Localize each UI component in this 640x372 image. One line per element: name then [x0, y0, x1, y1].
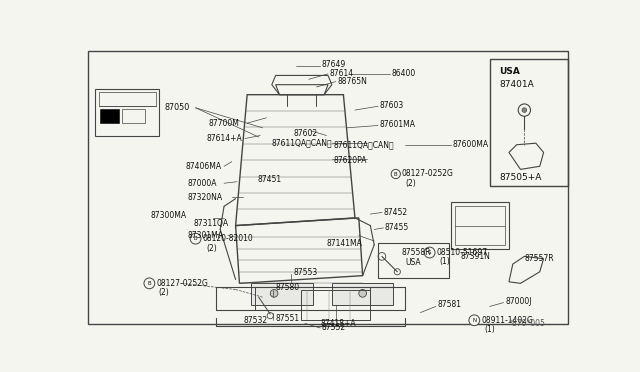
- Text: 87320NA: 87320NA: [188, 193, 223, 202]
- Text: B: B: [394, 171, 397, 176]
- Text: 87620PA: 87620PA: [333, 155, 367, 165]
- Text: 87391N: 87391N: [460, 252, 490, 261]
- Text: 87451: 87451: [257, 175, 282, 184]
- Text: 87505+A: 87505+A: [499, 173, 541, 182]
- Bar: [251, 283, 312, 305]
- Text: 88765N: 88765N: [337, 77, 367, 86]
- Bar: [95, 89, 159, 135]
- Text: 87401A: 87401A: [499, 80, 534, 89]
- Text: *870*005: *870*005: [509, 319, 546, 328]
- Text: (1): (1): [440, 257, 451, 266]
- Bar: [122, 109, 145, 123]
- Text: 87614+A: 87614+A: [206, 134, 242, 143]
- Text: 87455: 87455: [385, 224, 409, 232]
- Text: 87551: 87551: [276, 314, 300, 323]
- Text: 08127-0252G: 08127-0252G: [156, 279, 208, 288]
- Text: 08120-82010: 08120-82010: [202, 234, 253, 243]
- Circle shape: [391, 169, 401, 179]
- Text: (2): (2): [405, 179, 416, 188]
- Bar: [451, 202, 509, 249]
- Text: 08911-1402G: 08911-1402G: [481, 316, 533, 325]
- Bar: [378, 243, 449, 278]
- Text: 87553: 87553: [293, 268, 317, 277]
- Text: B: B: [194, 236, 197, 241]
- Text: N: N: [472, 318, 476, 323]
- Text: 87000A: 87000A: [188, 179, 218, 188]
- Circle shape: [424, 247, 435, 258]
- Text: 87700M: 87700M: [209, 119, 239, 128]
- Circle shape: [190, 233, 201, 244]
- Text: 87611QA〈CAN〉: 87611QA〈CAN〉: [333, 140, 394, 149]
- Text: 87649: 87649: [322, 60, 346, 69]
- Text: 08127-0252G: 08127-0252G: [402, 169, 454, 178]
- Text: 87614: 87614: [330, 68, 354, 78]
- Text: 87557R: 87557R: [524, 254, 554, 263]
- Text: 87141MA: 87141MA: [326, 239, 362, 248]
- Circle shape: [144, 278, 155, 289]
- Text: USA: USA: [406, 258, 421, 267]
- Bar: [455, 206, 505, 245]
- Text: 87611QA〈CAN〉: 87611QA〈CAN〉: [271, 139, 332, 148]
- Bar: [99, 92, 156, 106]
- Text: 87601MA: 87601MA: [380, 120, 415, 129]
- Text: 87558R: 87558R: [401, 248, 431, 257]
- Text: 87581: 87581: [437, 301, 461, 310]
- Text: 87552: 87552: [322, 324, 346, 333]
- Text: 87050: 87050: [164, 103, 190, 112]
- Text: 87603: 87603: [380, 101, 404, 110]
- Circle shape: [270, 289, 278, 297]
- Text: 87418+A: 87418+A: [320, 319, 356, 328]
- Text: USA: USA: [499, 67, 520, 76]
- Text: 87300MA: 87300MA: [151, 211, 187, 220]
- Text: (2): (2): [159, 288, 170, 297]
- Text: 87532: 87532: [243, 316, 268, 325]
- Circle shape: [469, 315, 480, 326]
- Text: 87301MA: 87301MA: [188, 231, 224, 240]
- Bar: [301, 289, 371, 320]
- Text: (2): (2): [206, 244, 217, 253]
- Text: S: S: [428, 250, 431, 255]
- Text: 87580: 87580: [276, 283, 300, 292]
- Text: 87452: 87452: [383, 208, 408, 217]
- Text: 87600MA: 87600MA: [452, 140, 489, 149]
- Text: 86400: 86400: [391, 68, 415, 78]
- Bar: [332, 283, 394, 305]
- Text: 08510-51697: 08510-51697: [436, 248, 488, 257]
- Text: 87602: 87602: [293, 129, 317, 138]
- Text: 87311QA: 87311QA: [193, 219, 228, 228]
- Bar: [100, 109, 118, 123]
- Circle shape: [522, 108, 527, 112]
- Text: (1): (1): [484, 325, 495, 334]
- Text: 87406MA: 87406MA: [186, 162, 221, 171]
- Text: B: B: [148, 281, 151, 286]
- Bar: [490, 58, 568, 186]
- Circle shape: [359, 289, 367, 297]
- Text: 87000J: 87000J: [505, 297, 532, 306]
